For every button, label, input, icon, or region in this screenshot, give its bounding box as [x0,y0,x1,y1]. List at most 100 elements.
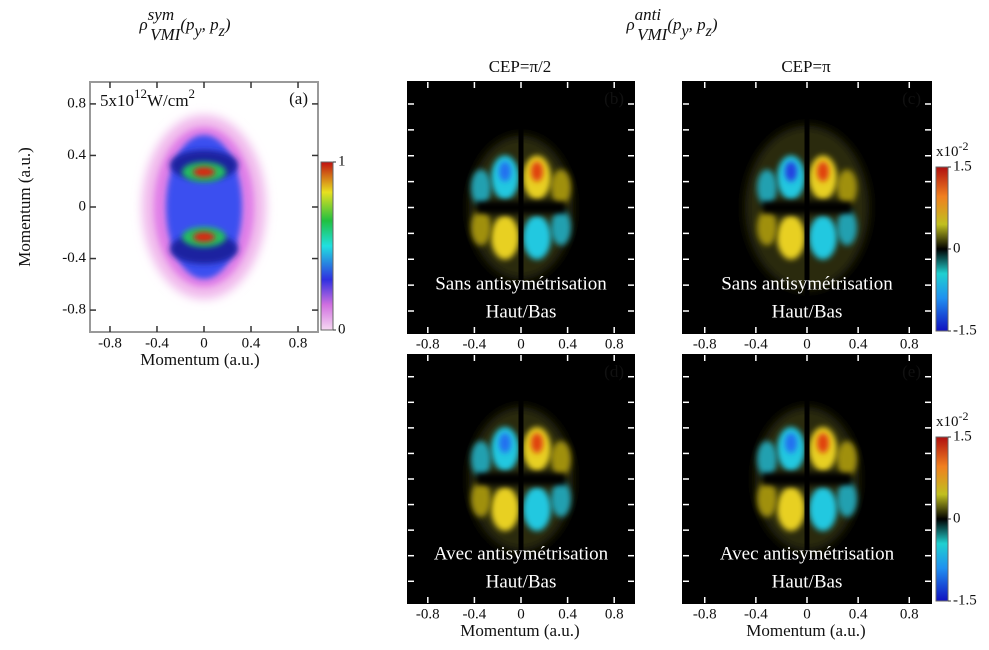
x-tick-label: 0.8 [605,336,624,352]
x-tick-label: 0 [803,336,811,352]
text-part: y [193,23,203,40]
panel: -0.8 -0.4 0 0.4 0.8 (b) Sans antisymétrisation… [407,81,635,352]
panel: -0.8 -0.4 0 0.4 0.8 (c) Sans antisymétrisation… [682,81,932,352]
text-part: ρ [138,15,147,34]
x-tick-label: 0.8 [605,606,624,622]
x-axis-label: Momentum (a.u.) [140,350,259,369]
intensity [837,481,857,517]
text-part: VMI [637,25,669,44]
text-part: W/cm [147,91,189,110]
panel-note: Haut/Bas [486,301,557,322]
intensity [785,433,797,453]
panel-note: Avec antisymétrisation [720,543,895,564]
text-part: 2 [189,86,196,101]
text-part: (p [180,15,194,34]
x-tick-label: 0.8 [900,606,919,622]
panel-label: (d) [604,362,624,381]
intensity [551,481,571,517]
x-tick-label: -0.4 [463,606,487,622]
intensity [837,209,857,246]
colorbar-tick-label: 1 [338,153,346,169]
x-tick-label: -0.4 [744,606,768,622]
x-tick-label: 0 [517,606,525,622]
text-part: ) [224,15,231,34]
text-part: -2 [959,409,969,423]
panel: -0.8 -0.4 0 0.4 0.8 0.8 0.4 0 -0.4 -0.8 (a) [62,81,319,351]
x-tick-label: -0.8 [693,606,717,622]
colorbar-tick-label: 1.5 [953,428,972,444]
colorbar-exponent: x10-2 [936,139,969,161]
text-part: VMI [150,25,182,44]
colorbar [935,436,949,602]
panel-note: Sans antisymétrisation [721,273,893,294]
center-band [476,201,566,214]
x-tick-label: -0.8 [693,336,717,352]
colorbar-tick-label: 0 [953,510,961,526]
center-band [476,473,566,485]
intensity [757,441,777,477]
intensity [491,487,519,531]
x-tick-label: -0.8 [416,606,440,622]
panel: -0.8 -0.4 0 0.4 0.8 (d) Avec antisymétrisation… [407,354,635,622]
intensity [523,215,551,260]
panel-note: Haut/Bas [772,301,843,322]
text-part: , p [202,15,219,34]
text-part: x10 [936,144,959,160]
x-tick-label: 0.4 [558,336,577,352]
text-part: x10 [936,414,959,430]
text-part: 5x10 [100,91,134,110]
x-tick-label: 0.4 [849,606,868,622]
x-tick-label: 0.8 [289,335,308,351]
intensity [531,433,543,453]
x-tick-label: 0 [803,606,811,622]
intensity [777,215,805,260]
intensity [193,167,215,177]
panel-label: (b) [604,89,624,108]
intensity [837,441,857,477]
center-band [762,473,852,485]
center-band [762,201,852,214]
x-tick-label: 0.4 [558,606,577,622]
intensity [809,215,837,260]
intensity [471,481,491,517]
x-tick-label: -0.4 [463,336,487,352]
intensity [499,161,511,182]
y-tick-label: -0.8 [62,302,86,318]
intensity [551,209,571,246]
panel-note: Sans antisymétrisation [435,273,607,294]
panel-label: (a) [289,89,308,108]
intensity [809,487,837,531]
colorbar [320,161,334,331]
panel-label: (e) [902,362,921,381]
colorbar-tick-label: 0 [953,240,961,256]
intensity [757,209,777,246]
colorbar-tick-label: 0 [338,321,346,337]
x-tick-label: -0.4 [145,335,169,351]
colorbar-tick-label: -1.5 [953,592,977,608]
intensity [499,433,511,453]
intensity [193,232,215,242]
text-part: (p [667,15,681,34]
x-tick-label: -0.4 [744,336,768,352]
panel-note: Haut/Bas [772,571,843,592]
intensity [777,487,805,531]
panel-note: Avec antisymétrisation [434,543,609,564]
panel-label: (c) [902,89,921,108]
text-part: sym [148,5,174,24]
intensity [837,169,857,206]
colorbar-exponent: x10-2 [936,409,969,431]
text-part: -2 [959,139,969,153]
text-part: ρ [625,15,634,34]
y-tick-label: 0 [79,198,87,214]
intensity [757,169,777,206]
panel-note: Haut/Bas [486,571,557,592]
intensity [551,169,571,206]
column-header: CEP=π/2 [489,57,552,76]
column-header: CEP=π [781,57,831,76]
y-axis-label: Momentum (a.u.) [15,147,34,266]
intensity [551,441,571,477]
x-axis-label: Momentum (a.u.) [460,621,579,640]
intensity [471,441,491,477]
colorbar-tick-label: 1.5 [953,158,972,174]
text-part: ) [711,15,718,34]
